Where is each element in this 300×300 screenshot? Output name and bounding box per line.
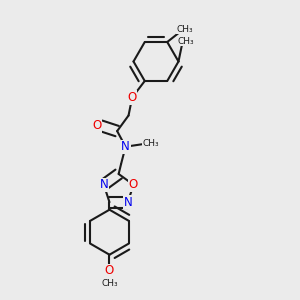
Text: O: O bbox=[105, 264, 114, 277]
Text: CH₃: CH₃ bbox=[101, 279, 118, 288]
Text: N: N bbox=[121, 140, 130, 153]
Text: CH₃: CH₃ bbox=[177, 25, 194, 34]
Text: N: N bbox=[99, 178, 108, 191]
Text: CH₃: CH₃ bbox=[142, 139, 159, 148]
Text: O: O bbox=[129, 178, 138, 191]
Text: O: O bbox=[128, 91, 137, 104]
Text: CH₃: CH₃ bbox=[177, 37, 194, 46]
Text: N: N bbox=[123, 196, 132, 209]
Text: O: O bbox=[92, 119, 101, 132]
